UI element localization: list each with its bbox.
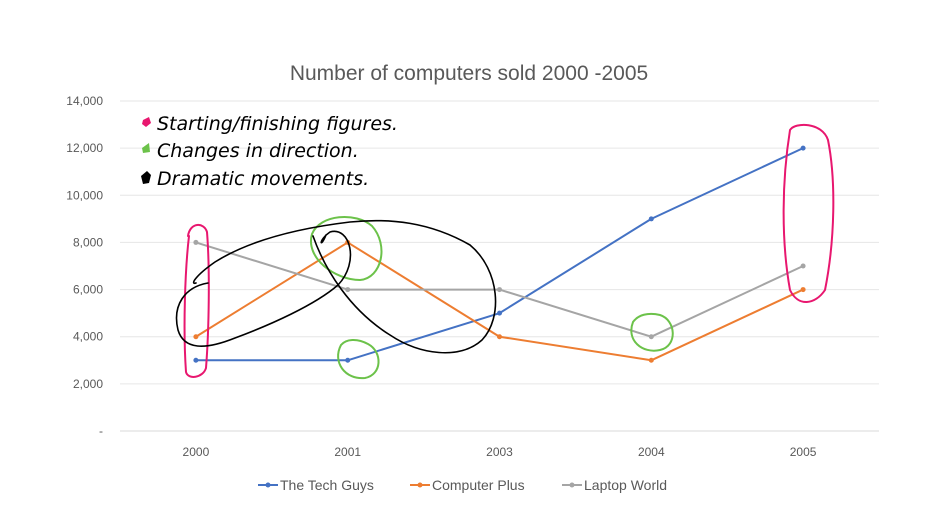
annotation-marks <box>175 123 835 380</box>
data-point <box>497 310 502 316</box>
green-dot-icon <box>142 143 150 153</box>
y-tick-label: 14,000 <box>66 94 103 108</box>
legend-label: The Tech Guys <box>280 477 374 493</box>
legend-marker <box>417 482 423 488</box>
data-point <box>648 216 654 222</box>
y-tick-label: 10,000 <box>66 188 103 202</box>
data-point <box>497 334 502 340</box>
x-tick-label: 2000 <box>183 445 210 459</box>
data-point <box>648 334 654 340</box>
legend-marker <box>569 482 575 488</box>
y-tick-label: 4,000 <box>73 330 103 344</box>
data-point <box>193 334 199 340</box>
y-tick-label: 2,000 <box>73 377 103 391</box>
pink-circle-2000 <box>183 224 210 378</box>
green-circle-2001-top <box>309 215 383 281</box>
chart-title: Number of computers sold 2000 -2005 <box>290 62 648 85</box>
green-circle-2001-bottom <box>337 339 380 380</box>
series-lines <box>193 145 806 363</box>
data-point <box>193 239 199 245</box>
note-changes-direction: Changes in direction. <box>157 140 359 162</box>
data-point <box>800 287 806 293</box>
pink-dot-icon <box>142 117 151 127</box>
data-point <box>800 263 806 269</box>
pink-circle-2005 <box>782 123 835 303</box>
data-point <box>193 357 199 363</box>
y-tick-label: 8,000 <box>73 235 103 249</box>
annotation-notes: Starting/finishing figures. Changes in d… <box>141 113 398 190</box>
black-loop <box>175 219 497 354</box>
data-point <box>800 145 806 151</box>
green-circle-2004 <box>630 312 674 352</box>
legend-label: Laptop World <box>584 477 667 493</box>
data-point <box>497 287 502 293</box>
legend: The Tech Guys Computer Plus Laptop World <box>258 477 667 493</box>
data-point <box>345 357 351 363</box>
note-dramatic-movements: Dramatic movements. <box>157 168 369 190</box>
y-tick-label: - <box>99 424 103 438</box>
legend-marker <box>265 482 271 488</box>
x-tick-label: 2004 <box>638 445 665 459</box>
note-starting-finishing: Starting/finishing figures. <box>157 113 398 135</box>
data-point <box>648 357 654 363</box>
x-tick-label: 2005 <box>790 445 817 459</box>
x-tick-label: 2003 <box>486 445 513 459</box>
x-tick-label: 2001 <box>334 445 361 459</box>
y-tick-label: 6,000 <box>73 283 103 297</box>
data-point <box>345 287 351 293</box>
series-line-computer-plus <box>195 241 804 362</box>
legend-label: Computer Plus <box>432 477 525 493</box>
black-dot-icon <box>141 171 151 184</box>
x-axis: 2000 2001 2003 2004 2005 <box>183 445 817 459</box>
y-axis: - 2,000 4,000 6,000 8,000 10,000 12,000 14,000 <box>66 94 103 438</box>
y-tick-label: 12,000 <box>66 141 103 155</box>
